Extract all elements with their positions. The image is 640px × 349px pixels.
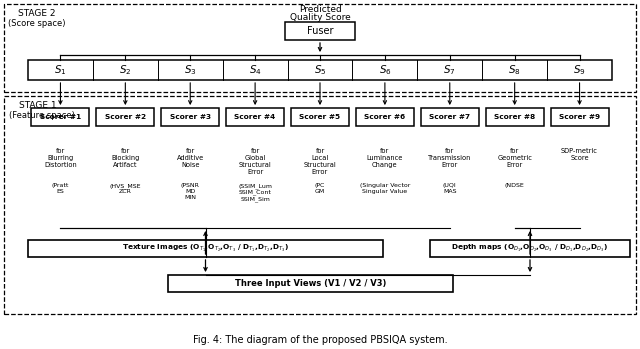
Bar (356, 108, 414, 126)
Bar (430, 240, 630, 257)
Text: Scorer #5: Scorer #5 (300, 114, 340, 120)
Bar (161, 108, 220, 126)
Text: (PSNR
MD
MIN: (PSNR MD MIN (180, 183, 200, 200)
Text: for
Additive
Noise: for Additive Noise (177, 148, 204, 168)
Text: Scorer #6: Scorer #6 (364, 114, 406, 120)
Text: (NDSE: (NDSE (505, 183, 525, 188)
Bar (420, 108, 479, 126)
Text: for
Blocking
Artifact: for Blocking Artifact (111, 148, 140, 168)
Text: for
Blurring
Distortion: for Blurring Distortion (44, 148, 77, 168)
Text: Scorer #7: Scorer #7 (429, 114, 470, 120)
Text: (Score space): (Score space) (8, 18, 66, 28)
Text: Texture Images (O$_{T_1}$,O$_{T_2}$,O$_{T_3}$ / D$_{T_1}$,D$_{T_2}$,D$_{T_3}$): Texture Images (O$_{T_1}$,O$_{T_2}$,O$_{… (122, 243, 289, 254)
Text: Quality Score: Quality Score (290, 14, 350, 22)
Text: Predicted: Predicted (299, 6, 341, 15)
Bar (285, 22, 355, 40)
Text: STAGE 1: STAGE 1 (19, 102, 57, 111)
Text: for
Geometric
Error: for Geometric Error (497, 148, 532, 168)
Text: $S_5$: $S_5$ (314, 63, 326, 77)
Text: SDP-metric
Score: SDP-metric Score (561, 148, 598, 161)
Text: for
Transmission
Error: for Transmission Error (428, 148, 472, 168)
Text: Scorer #3: Scorer #3 (170, 114, 211, 120)
Text: Depth maps (O$_{D_1}$,O$_{D_2}$,O$_{D_3}$ / D$_{D_1}$,D$_{D_2}$,D$_{D_3}$): Depth maps (O$_{D_1}$,O$_{D_2}$,O$_{D_3}… (451, 243, 609, 254)
Text: (SSIM_Lum
SSIM_Cont
SSIM_Sim: (SSIM_Lum SSIM_Cont SSIM_Sim (238, 183, 272, 202)
Text: (Singular Vector
Singular Value: (Singular Vector Singular Value (360, 183, 410, 194)
Text: Scorer #2: Scorer #2 (105, 114, 146, 120)
Text: (HVS_MSE
ZCR: (HVS_MSE ZCR (109, 183, 141, 194)
Bar (31, 108, 90, 126)
Text: $S_4$: $S_4$ (249, 63, 262, 77)
Text: Fig. 4: The diagram of the proposed PBSIQA system.: Fig. 4: The diagram of the proposed PBSI… (193, 335, 447, 345)
Text: for
Local
Structural
Error: for Local Structural Error (303, 148, 337, 175)
Bar (28, 240, 383, 257)
Bar (550, 108, 609, 126)
Text: for
Luminance
Change: for Luminance Change (367, 148, 403, 168)
Text: Three Input Views (V1 / V2 / V3): Three Input Views (V1 / V2 / V3) (235, 279, 386, 288)
Text: $S_3$: $S_3$ (184, 63, 196, 77)
Text: $S_2$: $S_2$ (119, 63, 132, 77)
Text: $S_6$: $S_6$ (378, 63, 391, 77)
Text: (UQI
MAS: (UQI MAS (443, 183, 457, 194)
Text: Scorer #1: Scorer #1 (40, 114, 81, 120)
Text: Scorer #9: Scorer #9 (559, 114, 600, 120)
Bar (97, 108, 154, 126)
Text: $S_7$: $S_7$ (444, 63, 456, 77)
Bar (4, 4, 636, 92)
Bar (4, 96, 636, 314)
Text: (Feature space): (Feature space) (9, 111, 75, 120)
Bar (168, 275, 453, 292)
Bar (28, 60, 612, 80)
Text: $S_8$: $S_8$ (508, 63, 521, 77)
Bar (291, 108, 349, 126)
Text: $S_1$: $S_1$ (54, 63, 67, 77)
Bar (226, 108, 284, 126)
Text: Scorer #4: Scorer #4 (234, 114, 276, 120)
Text: STAGE 2: STAGE 2 (19, 9, 56, 18)
Bar (486, 108, 543, 126)
Text: for
Global
Structural
Error: for Global Structural Error (239, 148, 271, 175)
Text: $S_9$: $S_9$ (573, 63, 586, 77)
Text: Scorer #8: Scorer #8 (494, 114, 535, 120)
Text: Fuser: Fuser (307, 26, 333, 36)
Text: (Pratt
ES: (Pratt ES (52, 183, 69, 194)
Text: (PC
GM: (PC GM (315, 183, 325, 194)
